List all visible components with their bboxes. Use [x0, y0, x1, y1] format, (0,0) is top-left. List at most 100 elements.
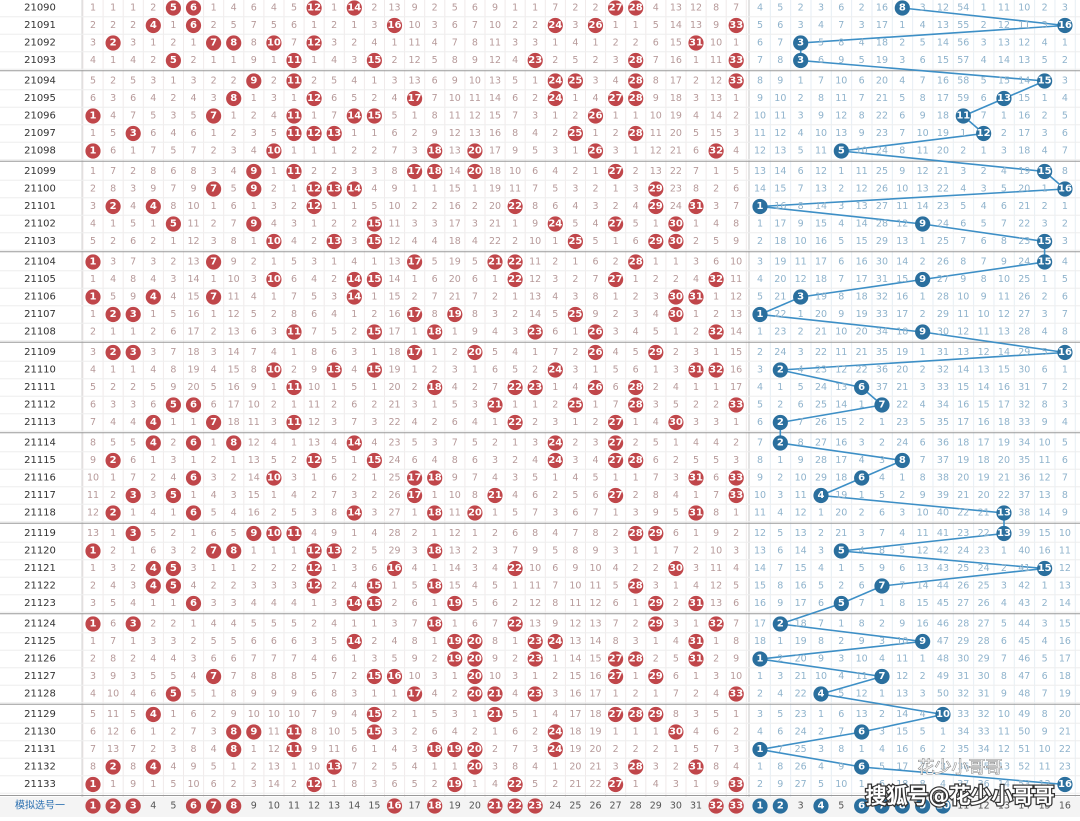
red-ball — [125, 525, 141, 542]
red-omission: 2 — [713, 309, 719, 320]
red-omission: 6 — [130, 727, 136, 738]
blue-omission: 9 — [1001, 689, 1007, 700]
red-ball-number: 15 — [367, 111, 381, 122]
blue-omission: 16 — [1018, 111, 1030, 122]
blue-omission: 5 — [757, 20, 763, 31]
blue-omission: 34 — [876, 327, 888, 338]
red-ball-number: 8 — [230, 727, 237, 738]
blue-omission: 5 — [1062, 111, 1068, 122]
blue-omission: 4 — [1062, 93, 1068, 104]
red-omission: 19 — [187, 365, 199, 376]
red-omission: 9 — [492, 654, 498, 665]
red-omission: 3 — [211, 473, 217, 484]
red-ball-number: 12 — [307, 563, 321, 574]
blue-omission: 11 — [957, 309, 969, 320]
red-omission: 7 — [592, 274, 598, 285]
red-omission: 3 — [733, 455, 739, 466]
blue-omission: 8 — [1042, 709, 1048, 720]
blue-omission: 1 — [981, 3, 987, 14]
blue-omission: 4 — [1062, 257, 1068, 268]
red-omission: 2 — [472, 546, 478, 557]
blue-omission: 9 — [798, 219, 804, 230]
red-omission: 8 — [693, 184, 699, 195]
red-omission: 4 — [331, 438, 337, 449]
red-ball — [246, 525, 262, 542]
red-omission: 11 — [449, 508, 461, 519]
red-omission: 3 — [673, 619, 679, 630]
red-omission: 3 — [512, 473, 518, 484]
blue-ball — [1037, 254, 1053, 270]
red-omission: 13 — [388, 3, 400, 14]
red-omission: 1 — [532, 400, 538, 411]
blue-omission: 6 — [838, 709, 844, 720]
red-ball — [306, 125, 322, 142]
blue-ball — [854, 470, 870, 486]
red-omission: 2 — [653, 274, 659, 285]
red-omission: 6 — [331, 93, 337, 104]
red-omission: 5 — [130, 438, 136, 449]
red-ball-number: 32 — [709, 619, 723, 630]
red-ball-number: 13 — [327, 546, 341, 557]
blue-omission: 4 — [1042, 327, 1048, 338]
red-ball-number: 24 — [548, 365, 562, 376]
red-omission: 2 — [351, 38, 357, 49]
red-ball — [648, 616, 664, 632]
red-omission: 2 — [331, 400, 337, 411]
red-ball-number: 19 — [448, 654, 462, 665]
blue-ball — [1037, 163, 1053, 180]
red-omission: 2 — [693, 327, 699, 338]
red-omission: 1 — [572, 257, 578, 268]
red-ball-number: 13 — [327, 365, 341, 376]
red-omission: 1 — [412, 327, 418, 338]
sim-red-ball-number: 18 — [428, 801, 442, 812]
blue-omission: 3 — [1042, 128, 1048, 139]
red-omission: 3 — [130, 671, 136, 682]
blue-omission: 10 — [957, 292, 969, 303]
blue-ball — [935, 706, 951, 723]
red-ball-number: 8 — [230, 93, 237, 104]
blue-omission: 16 — [1039, 546, 1051, 557]
red-omission: 4 — [713, 438, 719, 449]
red-ball-number: 18 — [428, 581, 442, 592]
red-ball — [286, 324, 302, 340]
red-omission: 4 — [150, 274, 156, 285]
blue-ball-number: 2 — [777, 417, 784, 428]
red-omission: 5 — [351, 727, 357, 738]
red-omission: 3 — [432, 438, 438, 449]
red-omission: 8 — [291, 309, 297, 320]
red-omission: 3 — [351, 236, 357, 247]
red-ball-number: 30 — [669, 292, 683, 303]
blue-omission: 48 — [1018, 689, 1030, 700]
blue-omission: 14 — [754, 184, 766, 195]
blue-omission: 26 — [937, 257, 949, 268]
red-ball-number: 27 — [609, 709, 623, 720]
red-omission: 7 — [291, 292, 297, 303]
red-ball-number: 29 — [649, 347, 663, 358]
sim-red-ball — [708, 798, 724, 814]
red-omission: 3 — [653, 292, 659, 303]
blue-omission: 20 — [896, 365, 908, 376]
red-ball — [266, 233, 282, 250]
blue-omission: 10 — [1039, 438, 1051, 449]
blue-omission: 1 — [920, 347, 926, 358]
red-omission: 10 — [489, 671, 501, 682]
red-omission: 5 — [592, 236, 598, 247]
red-omission: 3 — [532, 38, 538, 49]
red-ball — [628, 73, 644, 89]
blue-omission: 5 — [818, 38, 824, 49]
blue-omission: 47 — [937, 636, 949, 647]
blue-omission: 40 — [1018, 546, 1030, 557]
blue-omission: 2 — [960, 146, 966, 157]
red-omission: 9 — [110, 671, 116, 682]
red-omission: 18 — [670, 93, 682, 104]
red-omission: 17 — [730, 382, 742, 393]
blue-omission: 7 — [1042, 689, 1048, 700]
red-ball-number: 33 — [729, 55, 743, 66]
red-ball — [286, 108, 302, 124]
red-omission: 1 — [432, 184, 438, 195]
red-omission: 2 — [331, 219, 337, 230]
red-omission: 5 — [371, 201, 377, 212]
red-ball-number: 27 — [609, 779, 623, 790]
blue-omission: 12 — [998, 744, 1010, 755]
red-ball-number: 28 — [629, 581, 643, 592]
